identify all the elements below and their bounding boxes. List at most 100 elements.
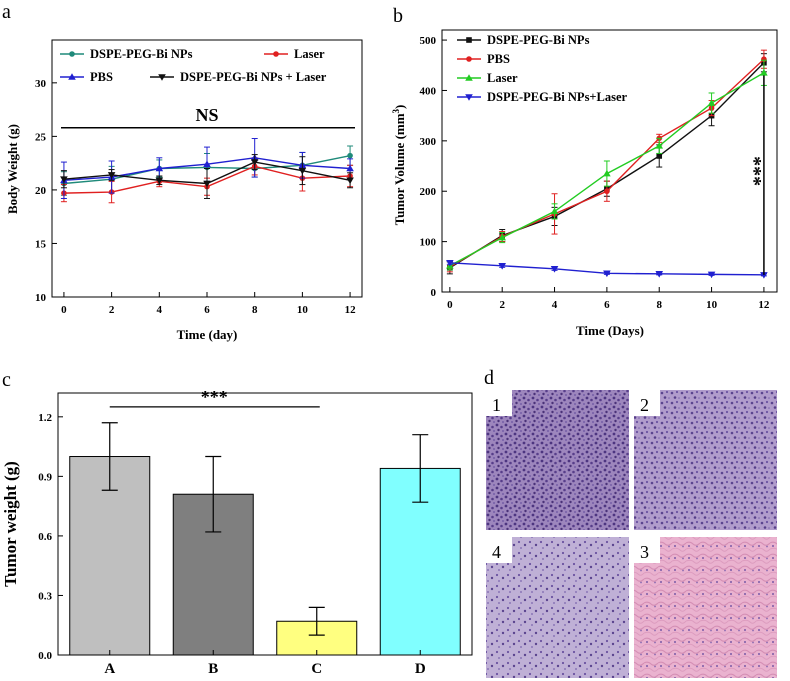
panel-label-b: b	[393, 5, 403, 27]
chart-b-legend-marker	[465, 94, 473, 101]
histology-label-box-4	[486, 537, 512, 563]
histology-label-box-2	[634, 390, 660, 416]
chart-a-legend-label: DSPE-PEG-Bi NPs	[90, 47, 193, 61]
chart-b-data-point	[655, 271, 664, 278]
panel-label-d: d	[484, 367, 494, 389]
chart-b-x-tick-label: 6	[604, 299, 610, 311]
chart-a-body-weight: 0 2 4 6 8 10 12 10 15 20 25 30 NS Time (day) Body W…	[5, 39, 363, 342]
chart-a-y-axis-title: Body Weight (g)	[5, 124, 20, 214]
chart-a-x-tick-label: 8	[252, 304, 258, 316]
chart-b-x-axis-title: Time (Days)	[576, 323, 644, 338]
chart-b-legend-label: Laser	[487, 71, 518, 85]
chart-a-x-tick-label: 2	[109, 304, 115, 316]
chart-a-legend-entry: Laser	[264, 47, 325, 61]
chart-b-y-tick-label: 400	[420, 85, 437, 97]
chart-c-y-tick-label: 0.9	[38, 471, 52, 483]
chart-a-legend-label: DSPE-PEG-Bi NPs + Laser	[180, 70, 327, 84]
chart-a-data-point	[298, 167, 307, 175]
chart-b-frame	[441, 29, 778, 293]
chart-a-y-tick-label: 30	[35, 78, 47, 90]
chart-c-y-tick-label: 0.3	[38, 590, 52, 602]
chart-a-y-tick-label: 10	[35, 292, 47, 304]
chart-a-legend-marker	[68, 73, 76, 80]
chart-a-y-tick-label: 20	[35, 185, 47, 197]
chart-b-legend-marker	[465, 74, 473, 81]
chart-b-data-point	[446, 259, 454, 267]
chart-a-data-point	[347, 152, 353, 159]
chart-b-legend-entry: DSPE-PEG-Bi NPs+Laser	[457, 90, 628, 104]
chart-b-data-point	[656, 153, 663, 159]
chart-b-significance-label: ***	[743, 156, 765, 186]
chart-b-data-point	[550, 207, 559, 215]
chart-a-legend-entry: PBS	[60, 70, 113, 84]
chart-a-data-point	[155, 177, 164, 185]
chart-c-x-tick-label: B	[208, 661, 218, 677]
chart-a-data-point	[107, 172, 116, 179]
chart-a-data-point	[60, 176, 68, 184]
chart-c-y-tick-label: 1.2	[38, 412, 52, 424]
chart-c-tumor-weight: 0.0 0.3 0.6 0.9 1.2 A B C D *** Tumor weight (g…	[1, 387, 473, 677]
histology-label-box-1	[486, 390, 512, 416]
chart-c-x-tick-label: D	[415, 661, 426, 677]
chart-b-legend-entry: Laser	[457, 71, 518, 85]
chart-b-data-point	[498, 263, 506, 270]
chart-a-data-point	[203, 180, 211, 188]
chart-a-data-point	[155, 164, 164, 172]
chart-a-y-tick-label: 25	[35, 131, 47, 143]
chart-a-legend-entry: DSPE-PEG-Bi NPs + Laser	[150, 70, 327, 84]
chart-b-x-tick-label: 12	[758, 299, 770, 311]
chart-b-legend-marker	[466, 37, 472, 43]
chart-a-y-tick-label: 15	[35, 238, 47, 250]
chart-a-series-3	[60, 154, 354, 199]
chart-a-x-tick-label: 12	[345, 304, 357, 316]
chart-a-x-tick-label: 4	[157, 304, 163, 316]
chart-c-y-axis-title: Tumor weight (g)	[1, 461, 20, 587]
chart-a-legend-entry: DSPE-PEG-Bi NPs	[60, 47, 193, 61]
chart-a-legend-marker	[158, 74, 166, 81]
chart-b-x-tick-label: 0	[447, 299, 453, 311]
chart-b-data-point	[603, 169, 611, 177]
chart-b-legend-marker	[466, 56, 472, 62]
histology-label-4: 4	[492, 542, 501, 562]
chart-a-ns-label: NS	[195, 105, 218, 125]
chart-c-x-tick-label: C	[311, 661, 322, 677]
chart-b-data-point	[707, 99, 716, 106]
chart-b-data-point	[604, 188, 610, 195]
chart-b-data-point	[655, 142, 664, 149]
chart-a-x-tick-label: 10	[297, 304, 309, 316]
histology-label-1: 1	[492, 395, 501, 415]
chart-a-legend-label: PBS	[90, 70, 113, 84]
chart-a-legend-marker	[273, 51, 279, 57]
chart-b-y-tick-label: 100	[420, 237, 437, 249]
chart-b-y-tick-label: 0	[431, 287, 437, 299]
chart-b-data-point	[498, 233, 506, 241]
chart-a-x-tick-label: 0	[61, 304, 67, 316]
chart-b-data-point	[550, 266, 559, 273]
chart-c-y-tick-label: 0.6	[38, 531, 52, 543]
chart-a-legend-label: Laser	[294, 47, 325, 61]
chart-b-y-axis-title: Tumor Volume (mm3)	[391, 105, 407, 226]
chart-b-x-tick-label: 2	[499, 299, 505, 311]
histology-label-3: 3	[640, 542, 649, 562]
chart-b-legend-label: DSPE-PEG-Bi NPs	[487, 33, 590, 47]
histology-label-box-3	[634, 537, 660, 563]
panel-d-histology: 1 2 4 3	[486, 390, 777, 678]
chart-b-data-point	[603, 270, 611, 278]
panel-label-c: c	[2, 369, 11, 391]
chart-b-y-tick-label: 200	[420, 186, 437, 198]
chart-b-legend-entry: DSPE-PEG-Bi NPs	[457, 33, 590, 47]
chart-b-data-point	[760, 272, 768, 279]
chart-b-y-tick-label: 300	[420, 136, 437, 148]
panel-label-a: a	[2, 1, 11, 23]
chart-c-significance-label: ***	[201, 387, 228, 407]
chart-b-x-tick-label: 10	[706, 299, 718, 311]
chart-c-frame	[57, 392, 473, 656]
chart-a-data-point	[250, 159, 259, 166]
chart-c-y-tick-label: 0.0	[38, 650, 52, 662]
chart-b-legend-label: DSPE-PEG-Bi NPs+Laser	[487, 90, 628, 104]
chart-a-x-tick-label: 6	[204, 304, 210, 316]
chart-a-data-point	[346, 164, 354, 172]
chart-a-x-axis-title: Time (day)	[177, 327, 238, 342]
chart-a-data-point	[203, 160, 211, 168]
